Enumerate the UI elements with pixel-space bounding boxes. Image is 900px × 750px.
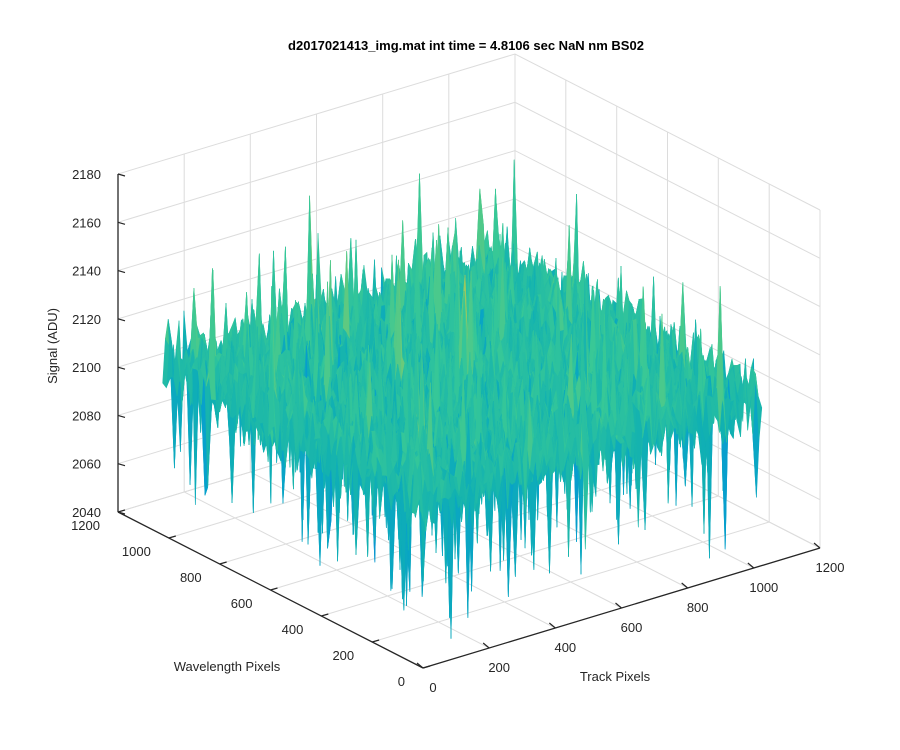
surface-plot <box>162 159 763 639</box>
grid-line-z <box>117 53 821 211</box>
grid-line-z <box>117 101 821 259</box>
grid-line-z <box>117 150 821 308</box>
